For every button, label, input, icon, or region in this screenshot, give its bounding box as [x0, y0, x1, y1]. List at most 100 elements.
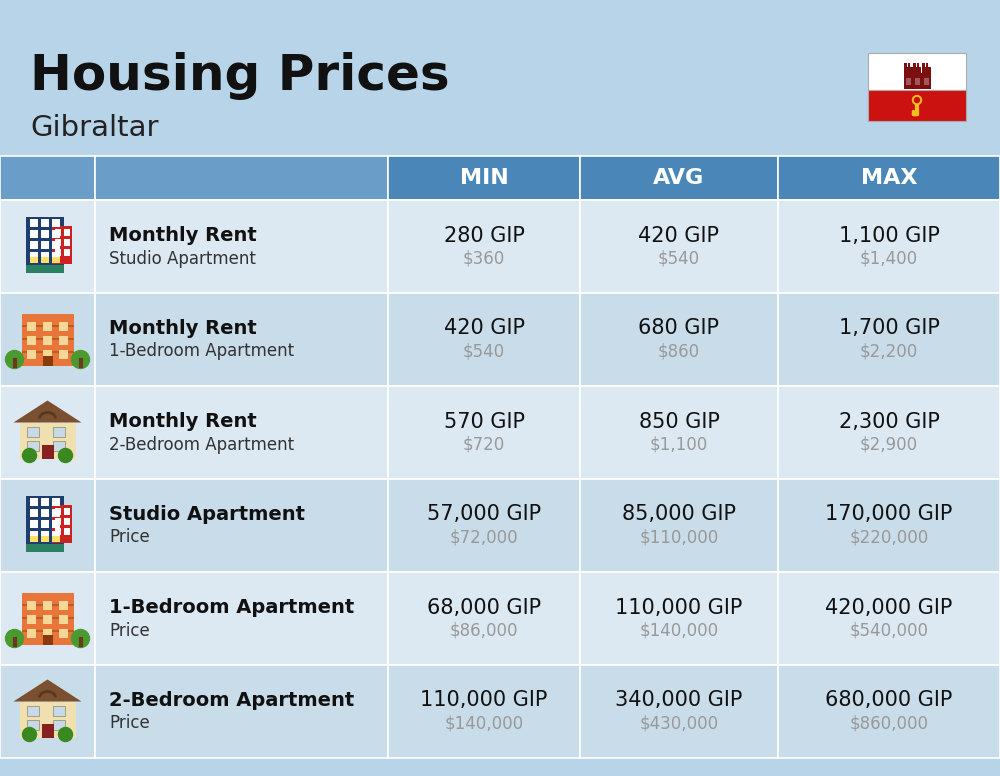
FancyBboxPatch shape	[42, 321, 52, 331]
Circle shape	[6, 629, 24, 647]
Text: $540,000: $540,000	[850, 622, 928, 639]
Text: $540: $540	[658, 250, 700, 268]
FancyBboxPatch shape	[95, 572, 388, 665]
FancyBboxPatch shape	[922, 67, 931, 89]
FancyBboxPatch shape	[52, 230, 60, 237]
Text: Price: Price	[109, 528, 150, 546]
FancyBboxPatch shape	[908, 63, 910, 67]
FancyBboxPatch shape	[22, 324, 74, 327]
Text: $860,000: $860,000	[850, 715, 928, 733]
Text: 1,700 GIP: 1,700 GIP	[839, 318, 939, 338]
FancyBboxPatch shape	[22, 593, 74, 645]
FancyBboxPatch shape	[26, 217, 64, 272]
FancyBboxPatch shape	[58, 615, 68, 623]
FancyBboxPatch shape	[52, 257, 60, 262]
FancyBboxPatch shape	[26, 601, 36, 609]
Text: $220,000: $220,000	[849, 528, 929, 546]
FancyBboxPatch shape	[52, 427, 64, 436]
Text: Price: Price	[109, 622, 150, 639]
Text: $140,000: $140,000	[639, 622, 719, 639]
FancyBboxPatch shape	[42, 635, 52, 645]
FancyBboxPatch shape	[30, 519, 38, 528]
FancyBboxPatch shape	[40, 219, 48, 227]
FancyBboxPatch shape	[52, 519, 60, 528]
FancyBboxPatch shape	[388, 665, 580, 758]
FancyBboxPatch shape	[868, 53, 966, 90]
FancyBboxPatch shape	[42, 615, 52, 623]
FancyBboxPatch shape	[20, 702, 76, 737]
FancyBboxPatch shape	[26, 615, 36, 623]
FancyBboxPatch shape	[64, 248, 70, 255]
FancyBboxPatch shape	[40, 497, 48, 505]
Text: $1,400: $1,400	[860, 250, 918, 268]
Text: 1-Bedroom Apartment: 1-Bedroom Apartment	[109, 342, 294, 361]
Text: $720: $720	[463, 435, 505, 453]
FancyBboxPatch shape	[778, 572, 1000, 665]
Text: $86,000: $86,000	[450, 622, 518, 639]
FancyBboxPatch shape	[40, 535, 48, 542]
Circle shape	[58, 728, 72, 742]
FancyBboxPatch shape	[54, 248, 60, 255]
Text: 680,000 GIP: 680,000 GIP	[825, 691, 953, 711]
FancyBboxPatch shape	[26, 496, 64, 552]
Text: 2-Bedroom Apartment: 2-Bedroom Apartment	[109, 691, 354, 710]
Circle shape	[914, 98, 920, 102]
Text: 2,300 GIP: 2,300 GIP	[839, 411, 939, 431]
FancyBboxPatch shape	[26, 265, 64, 272]
FancyBboxPatch shape	[54, 238, 60, 245]
FancyBboxPatch shape	[64, 528, 70, 535]
Text: 2-Bedroom Apartment: 2-Bedroom Apartment	[109, 435, 294, 453]
FancyBboxPatch shape	[904, 63, 906, 67]
Text: 420 GIP: 420 GIP	[444, 318, 524, 338]
FancyBboxPatch shape	[40, 531, 48, 539]
Text: $430,000: $430,000	[639, 715, 719, 733]
Text: 420,000 GIP: 420,000 GIP	[825, 598, 953, 618]
FancyBboxPatch shape	[30, 230, 38, 237]
FancyBboxPatch shape	[30, 508, 38, 517]
FancyBboxPatch shape	[58, 601, 68, 609]
FancyBboxPatch shape	[778, 665, 1000, 758]
FancyBboxPatch shape	[64, 508, 70, 514]
FancyBboxPatch shape	[22, 338, 74, 340]
FancyBboxPatch shape	[388, 479, 580, 572]
FancyBboxPatch shape	[52, 508, 60, 517]
FancyBboxPatch shape	[40, 230, 48, 237]
FancyBboxPatch shape	[95, 386, 388, 479]
Text: 110,000 GIP: 110,000 GIP	[615, 598, 743, 618]
Text: 1,100 GIP: 1,100 GIP	[839, 226, 939, 245]
Circle shape	[6, 351, 24, 369]
Text: Monthly Rent: Monthly Rent	[109, 226, 257, 245]
Circle shape	[58, 449, 72, 462]
FancyBboxPatch shape	[0, 200, 95, 293]
FancyBboxPatch shape	[778, 293, 1000, 386]
FancyBboxPatch shape	[95, 479, 388, 572]
FancyBboxPatch shape	[42, 601, 52, 609]
FancyBboxPatch shape	[904, 67, 913, 89]
Text: Monthly Rent: Monthly Rent	[109, 412, 257, 431]
FancyBboxPatch shape	[26, 719, 38, 729]
FancyBboxPatch shape	[52, 219, 60, 227]
FancyBboxPatch shape	[54, 228, 60, 235]
Text: $540: $540	[463, 342, 505, 361]
FancyBboxPatch shape	[52, 719, 64, 729]
FancyBboxPatch shape	[52, 441, 64, 451]
Text: $72,000: $72,000	[450, 528, 518, 546]
FancyBboxPatch shape	[778, 386, 1000, 479]
FancyBboxPatch shape	[388, 293, 580, 386]
Text: Studio Apartment: Studio Apartment	[109, 505, 305, 524]
FancyBboxPatch shape	[42, 629, 52, 638]
Circle shape	[22, 449, 36, 462]
FancyBboxPatch shape	[54, 518, 60, 525]
FancyBboxPatch shape	[42, 335, 52, 345]
Text: Price: Price	[109, 715, 150, 733]
FancyBboxPatch shape	[26, 335, 36, 345]
Text: 570 GIP: 570 GIP	[444, 411, 524, 431]
FancyBboxPatch shape	[52, 241, 60, 248]
FancyBboxPatch shape	[22, 351, 74, 352]
FancyBboxPatch shape	[40, 257, 48, 262]
FancyBboxPatch shape	[916, 63, 919, 67]
FancyBboxPatch shape	[26, 543, 64, 552]
FancyBboxPatch shape	[22, 629, 74, 632]
FancyBboxPatch shape	[95, 665, 388, 758]
FancyBboxPatch shape	[580, 386, 778, 479]
